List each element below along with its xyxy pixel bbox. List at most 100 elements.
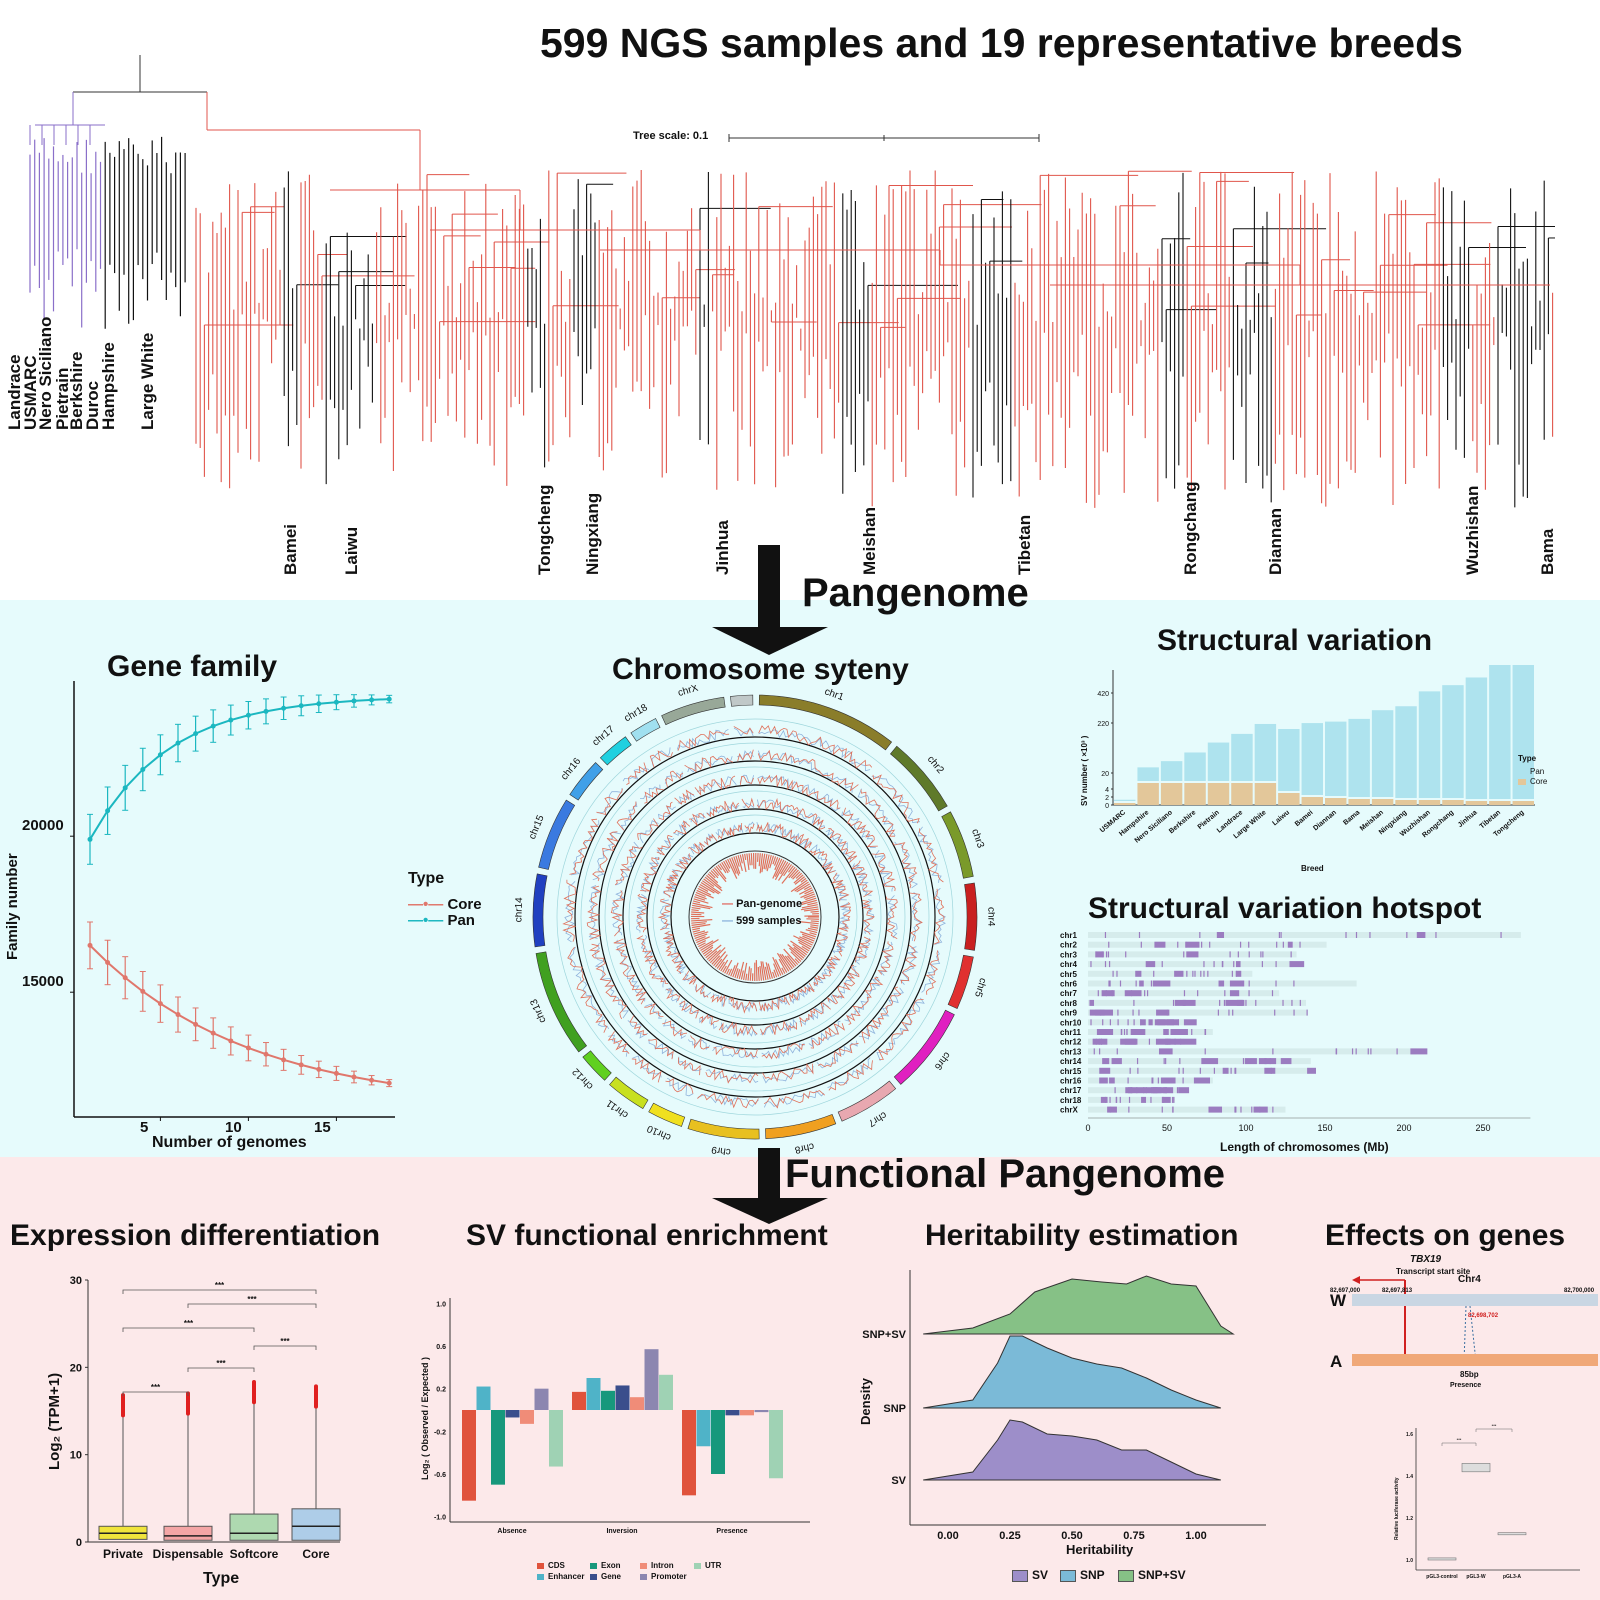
circos-track-pan bbox=[687, 842, 705, 854]
hotspot-mark bbox=[1136, 1058, 1139, 1065]
sv-bar-core bbox=[1160, 783, 1183, 805]
enrichment-bar-CDS bbox=[462, 1410, 476, 1501]
circos-center-bar bbox=[784, 955, 795, 968]
pan-series-point bbox=[263, 708, 269, 714]
hotspot-mark bbox=[1116, 970, 1118, 977]
hotspot-mark bbox=[1182, 999, 1196, 1006]
circos-track-samples bbox=[762, 1065, 814, 1084]
circos-label-chr6: chr6 bbox=[932, 1050, 953, 1072]
circos-track-pan bbox=[673, 820, 691, 834]
hotspot-label-chr17: chr17 bbox=[1060, 1086, 1082, 1095]
sv-bar-pan bbox=[1160, 761, 1183, 781]
effects-highlight-coord: 82,698,702 bbox=[1468, 1313, 1499, 1319]
circos-track-pan bbox=[733, 726, 754, 735]
heritability-row-SNP: SNP bbox=[883, 1403, 906, 1415]
hotspot-mark bbox=[1099, 1067, 1111, 1074]
circos-track-samples bbox=[857, 788, 896, 837]
circos-chromosome-chr15 bbox=[538, 799, 576, 870]
hotspot-mark bbox=[1105, 1096, 1107, 1103]
circos-track-pan bbox=[694, 775, 736, 797]
circos-track-samples bbox=[894, 841, 919, 889]
hotspot-xtick: 50 bbox=[1162, 1123, 1172, 1133]
circos-track-pan bbox=[658, 801, 673, 821]
circos-center-bar bbox=[774, 959, 784, 975]
hotspot-mark bbox=[1108, 941, 1110, 948]
hotspot-mark bbox=[1223, 999, 1226, 1006]
circos-center-bar bbox=[788, 947, 803, 961]
circos-track-pan bbox=[892, 842, 918, 889]
hotspot-mark bbox=[1121, 1029, 1123, 1035]
hotspot-mark bbox=[1229, 990, 1240, 997]
circos-track-samples bbox=[745, 821, 755, 832]
circos-track-pan bbox=[607, 1031, 630, 1054]
hotspot-mark bbox=[1146, 990, 1149, 997]
main-title: 599 NGS samples and 19 representative br… bbox=[540, 20, 1463, 66]
hotspot-mark bbox=[1128, 1106, 1130, 1113]
circos-track-pan bbox=[835, 932, 848, 957]
expression-xtick-Dispensable: Dispensable bbox=[153, 1547, 224, 1561]
circos-label-chr8: chr8 bbox=[793, 1140, 815, 1155]
hotspot-label-chr9: chr9 bbox=[1060, 1009, 1077, 1018]
sv-bar-pan bbox=[1184, 752, 1206, 781]
circos-track-pan bbox=[718, 822, 743, 840]
circos-chromosome-chrX bbox=[661, 696, 726, 726]
pan-series-point bbox=[386, 696, 392, 702]
circos-center-bar bbox=[713, 951, 727, 967]
hotspot-mark bbox=[1153, 970, 1155, 977]
hotspot-mark bbox=[1186, 951, 1199, 958]
circos-track-pan bbox=[699, 1013, 719, 1026]
hotspot-mark bbox=[1248, 980, 1250, 987]
circos-center-bar bbox=[788, 868, 798, 879]
circos-center-bar bbox=[799, 936, 814, 944]
hotspot-track-chr5 bbox=[1088, 970, 1253, 977]
sv-bar-pan bbox=[1207, 742, 1230, 781]
hotspot-mark bbox=[1133, 999, 1135, 1006]
phylogenetic-tree bbox=[29, 55, 1555, 508]
hotspot-mark bbox=[1119, 1096, 1121, 1103]
pan-series-point bbox=[105, 808, 111, 814]
circos-track-samples bbox=[761, 1042, 805, 1060]
circos-center-bar bbox=[801, 897, 817, 904]
hotspot-mark bbox=[1183, 990, 1186, 997]
gene-family-title: Gene family bbox=[107, 650, 278, 683]
circos-center-bar bbox=[779, 953, 792, 971]
circos-center-bar bbox=[774, 860, 787, 881]
circos-center-bar bbox=[733, 856, 741, 874]
expression-xtick-Core: Core bbox=[302, 1547, 330, 1561]
circos-track-samples bbox=[934, 887, 947, 945]
hotspot-mark bbox=[1287, 941, 1293, 948]
circos-track-pan bbox=[695, 984, 709, 998]
hotspot-track-chr1 bbox=[1088, 932, 1521, 938]
circos-track-samples bbox=[825, 828, 852, 863]
hotspot-mark bbox=[1137, 1067, 1139, 1074]
circos-track-pan bbox=[665, 1078, 694, 1094]
sv-xtick-Diannan: Diannan bbox=[1312, 809, 1338, 832]
enrichment-bar-Gene bbox=[644, 1349, 659, 1410]
hotspot-mark bbox=[1248, 990, 1250, 997]
circos-track-pan bbox=[656, 834, 673, 856]
enrichment-bar-chart: -1.0 -0.6 -0.2 0.2 0.6 1.0 Absence Inversion Pre… bbox=[434, 1298, 810, 1535]
circos-track-samples bbox=[911, 892, 922, 942]
heritability-ridge-SV bbox=[923, 1419, 1221, 1481]
tree-branches bbox=[29, 55, 1555, 508]
circos-center-bar bbox=[745, 973, 748, 981]
hotspot-mark bbox=[1117, 1009, 1119, 1016]
circos-track-pan bbox=[860, 789, 896, 837]
hotspot-track-chr18 bbox=[1088, 1096, 1175, 1103]
circos-center-bar bbox=[732, 962, 739, 978]
sv-bar-core bbox=[1465, 801, 1488, 805]
circos-track-samples bbox=[871, 776, 921, 823]
pan-series-point bbox=[351, 698, 357, 704]
circos-label-chr7: chr7 bbox=[866, 1109, 889, 1129]
hotspot-label-chr6: chr6 bbox=[1060, 980, 1077, 989]
hotspot-mark bbox=[1090, 961, 1092, 968]
down-arrow-1 bbox=[712, 545, 828, 655]
hotspot-mark bbox=[1097, 990, 1099, 997]
hotspot-track-chr14 bbox=[1088, 1058, 1311, 1065]
circos-center-bar bbox=[709, 947, 726, 964]
enrichment-ytick: -1.0 bbox=[434, 1515, 446, 1522]
circos-track-pan bbox=[808, 850, 836, 875]
sv-bar-pan bbox=[1418, 691, 1441, 798]
enrichment-bar-Enhancer bbox=[520, 1410, 534, 1424]
hotspot-mark bbox=[1200, 970, 1202, 977]
